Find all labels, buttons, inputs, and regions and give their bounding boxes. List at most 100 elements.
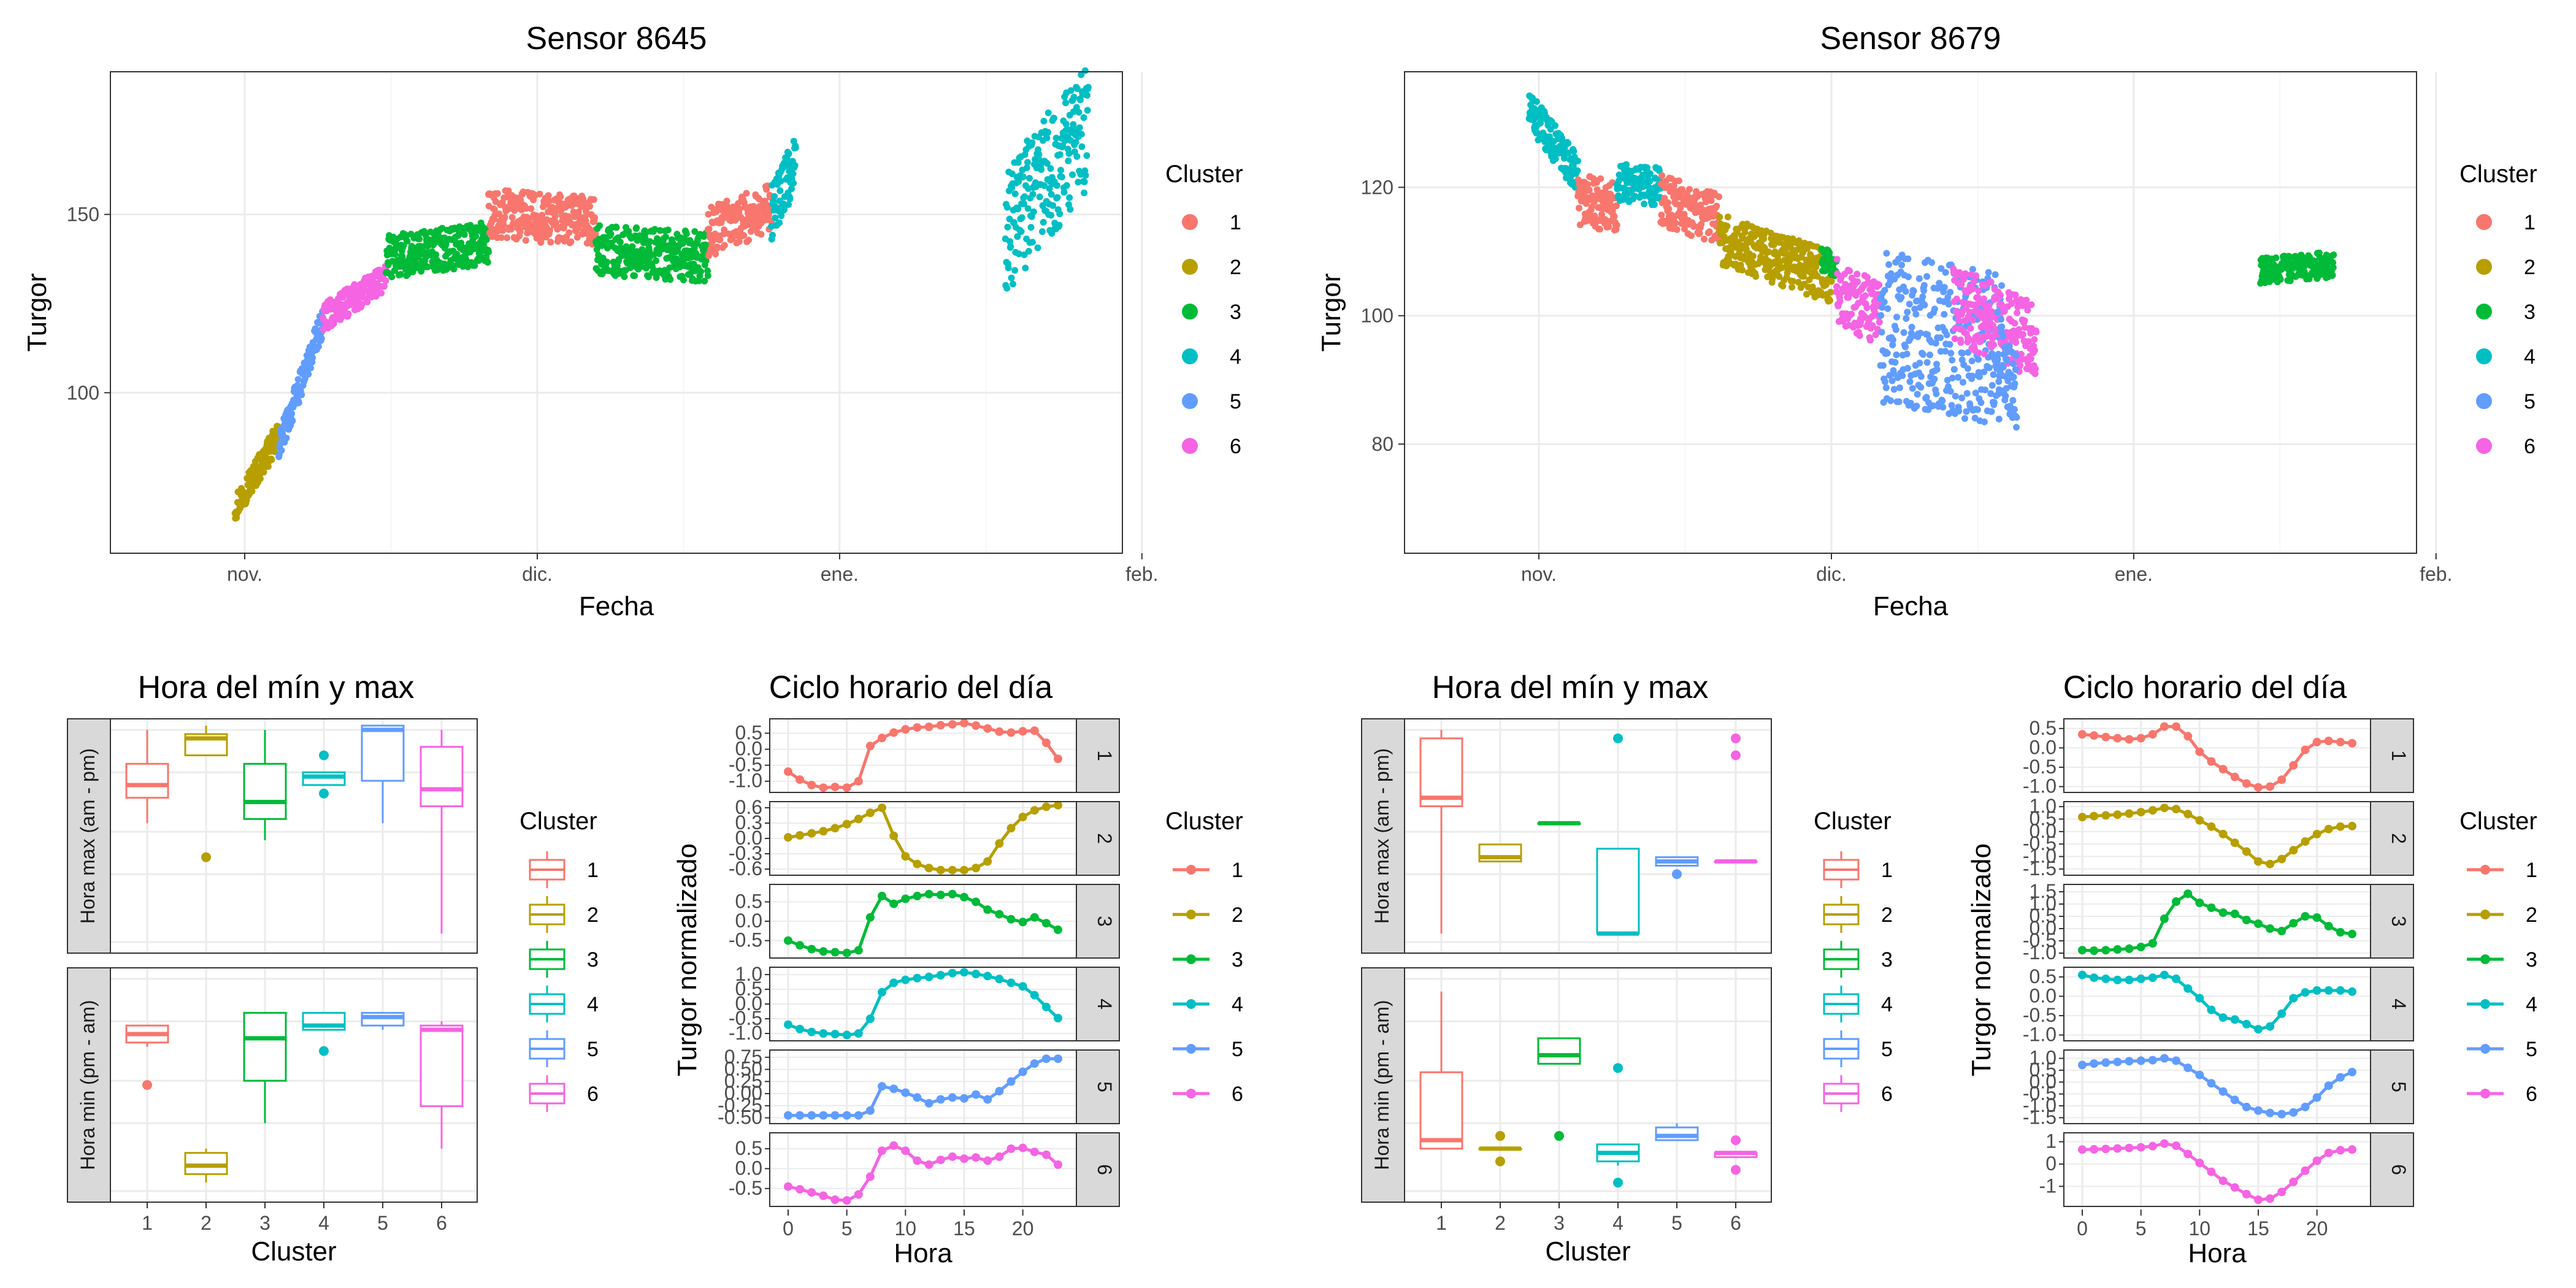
cycle-point xyxy=(2183,1064,2193,1072)
cycle-point xyxy=(795,1111,805,1120)
data-point xyxy=(1963,389,1971,397)
data-point xyxy=(2329,259,2337,266)
cycle-point xyxy=(795,1185,805,1194)
cycle-panel xyxy=(770,1050,1076,1124)
cycle-point xyxy=(972,864,981,873)
cycle-point xyxy=(865,1106,875,1115)
facet-strip xyxy=(2370,1049,2414,1124)
data-point xyxy=(1664,199,1671,206)
cycle-point xyxy=(854,1111,863,1120)
data-point xyxy=(1021,251,1028,258)
data-point xyxy=(562,204,569,211)
data-point xyxy=(1995,378,2003,385)
data-point xyxy=(735,238,743,245)
cycle-point xyxy=(842,1030,851,1040)
legend-key: 6 xyxy=(2526,1083,2537,1106)
data-point xyxy=(552,219,559,226)
boxplot-panel xyxy=(1405,968,1771,1202)
legend-swatch xyxy=(1182,259,1198,275)
box-outlier xyxy=(1495,1131,1505,1141)
data-point xyxy=(1050,115,1057,122)
data-point xyxy=(1980,350,1988,358)
data-point xyxy=(1994,309,2001,316)
data-point xyxy=(484,259,491,266)
cycle-point xyxy=(2113,734,2122,743)
legend-key: 4 xyxy=(2524,345,2536,369)
cycle-point xyxy=(1018,727,1027,736)
cycle-point xyxy=(2183,1149,2193,1159)
data-point xyxy=(1072,139,1079,146)
cycle-point xyxy=(924,1098,933,1108)
cycle-point xyxy=(960,1154,968,1163)
x-tick-label: 15 xyxy=(953,1217,975,1240)
data-point xyxy=(1048,191,1055,198)
data-point xyxy=(1976,373,1983,380)
data-point xyxy=(1067,205,1074,213)
y-tick-label: 0.0 xyxy=(2030,820,2057,842)
cycle-point xyxy=(913,973,922,983)
data-point xyxy=(1928,259,1935,266)
data-point xyxy=(1795,278,1802,286)
cycle-point xyxy=(2136,808,2145,817)
data-point xyxy=(1827,297,1833,304)
data-point xyxy=(1893,351,1900,358)
x-tick-label: 4 xyxy=(318,1212,329,1234)
x-tick-label: 10 xyxy=(2189,1217,2211,1240)
data-point xyxy=(1005,264,1012,272)
data-point xyxy=(1864,274,1871,281)
data-point xyxy=(442,241,450,248)
data-point xyxy=(1800,273,1807,280)
cycle-series-4 xyxy=(2078,970,2356,1034)
legend-key: 5 xyxy=(1881,1038,1893,1061)
data-point xyxy=(1062,120,1070,128)
cycle-point xyxy=(972,721,981,730)
data-point xyxy=(295,399,302,406)
cycle-point xyxy=(889,899,899,908)
data-point xyxy=(1043,160,1051,167)
cycle-point xyxy=(2242,1190,2251,1198)
data-point xyxy=(1003,204,1011,211)
data-point xyxy=(2023,296,2030,304)
cycle-point xyxy=(2230,910,2239,918)
cycle-point xyxy=(2301,988,2310,997)
data-point xyxy=(1983,312,1990,319)
data-point xyxy=(2015,326,2023,333)
data-point xyxy=(1547,126,1554,133)
legend-swatch xyxy=(1186,999,1196,1009)
data-point xyxy=(662,233,669,240)
data-point xyxy=(1054,194,1061,201)
y-tick-label: 0.0 xyxy=(2030,1070,2057,1092)
chart-title: Hora del mín y max xyxy=(1432,670,1709,705)
cycle-point xyxy=(995,1087,1004,1096)
cycle-point xyxy=(2113,1057,2122,1067)
facet-strip-label: 4 xyxy=(1094,999,1116,1010)
box-iqr xyxy=(243,1011,287,1082)
cycle-point xyxy=(1018,918,1027,927)
x-tick-label: 4 xyxy=(1612,1212,1623,1234)
data-point xyxy=(1848,310,1855,318)
y-tick-label: -0.5 xyxy=(2023,1083,2057,1105)
data-point xyxy=(497,234,505,241)
cycle-point xyxy=(2136,974,2145,983)
data-point xyxy=(1081,67,1089,74)
facet-strip xyxy=(1076,967,1120,1041)
x-axis-title: Fecha xyxy=(579,591,654,621)
cycle-point xyxy=(2254,1025,2263,1034)
data-point xyxy=(1665,205,1673,213)
data-point xyxy=(1990,341,1997,348)
data-point xyxy=(1565,149,1572,156)
data-point xyxy=(1607,202,1614,209)
cycle-point xyxy=(936,971,945,979)
cycle-point xyxy=(2277,1110,2287,1119)
data-point xyxy=(1041,182,1048,190)
data-point xyxy=(713,243,721,251)
data-point xyxy=(560,224,567,232)
data-point xyxy=(1955,407,1963,415)
cycle-point xyxy=(2289,994,2298,1003)
data-point xyxy=(268,456,275,463)
legend-key: 3 xyxy=(587,948,599,972)
data-point xyxy=(2031,336,2038,343)
cycle-point xyxy=(2242,916,2251,924)
boxplot-panel xyxy=(110,719,477,953)
data-point xyxy=(450,266,458,273)
